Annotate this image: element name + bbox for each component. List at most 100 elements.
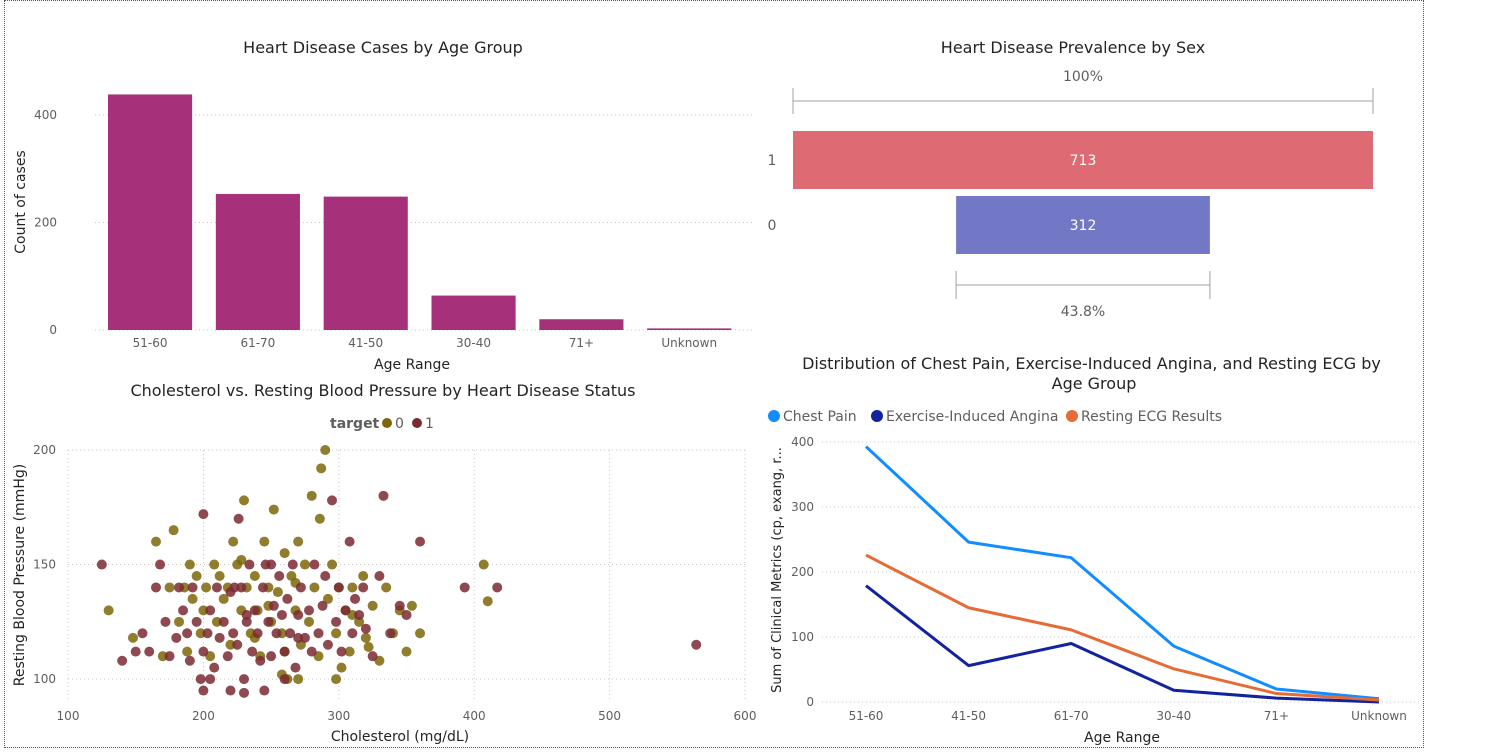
scatter-point-target-0	[228, 536, 239, 547]
scatter-point-target-1	[252, 628, 263, 639]
scatter-point-target-0	[314, 513, 325, 524]
chart4-title-line2: Age Group	[1052, 374, 1137, 393]
chart4-xtick: 30-40	[1156, 709, 1191, 723]
bar-chart-age-group[interactable]: Heart Disease Cases by Age Group Age Ran…	[13, 38, 755, 373]
scatter-point-target-1	[306, 646, 317, 657]
scatter-point-target-1	[202, 628, 213, 639]
scatter-point-target-1	[182, 628, 193, 639]
scatter-point-target-1	[218, 616, 229, 627]
scatter-point-target-1	[232, 639, 243, 650]
scatter-point-target-1	[354, 609, 365, 620]
scatter-point-target-0	[327, 559, 338, 570]
scatter-point-target-0	[401, 646, 412, 657]
line-legend-label: Chest Pain	[783, 409, 857, 425]
scatter-point-target-1	[279, 646, 290, 657]
report-canvas	[4, 0, 1424, 748]
funnel-category-label: 0	[768, 218, 777, 234]
scatter-legend-title: target	[330, 416, 380, 432]
scatter-point-target-0	[415, 628, 426, 639]
scatter-point-target-0	[331, 674, 342, 685]
scatter-point-target-1	[241, 616, 252, 627]
scatter-point-target-0	[168, 525, 179, 536]
scatter-chart-chol-bp[interactable]: Cholesterol vs. Resting Blood Pressure b…	[12, 381, 756, 745]
bar-71+	[539, 319, 624, 330]
chart4-ytick: 300	[791, 500, 814, 514]
scatter-point-target-1	[282, 593, 293, 604]
scatter-point-target-1	[137, 628, 148, 639]
scatter-point-target-1	[266, 559, 277, 570]
scatter-point-target-1	[344, 536, 355, 547]
scatter-point-target-0	[187, 593, 198, 604]
scatter-point-target-0	[239, 495, 250, 506]
chart3-xtick: 600	[734, 709, 757, 723]
scatter-point-target-1	[244, 559, 255, 570]
chart4-ytick: 100	[791, 630, 814, 644]
chart4-xlabel: Age Range	[1084, 730, 1160, 746]
line-chart-clinical[interactable]: Distribution of Chest Pain, Exercise-Ind…	[768, 354, 1420, 746]
scatter-point-target-0	[482, 596, 493, 607]
scatter-point-target-1	[233, 513, 244, 524]
scatter-point-target-1	[293, 609, 304, 620]
scatter-point-target-1	[151, 582, 162, 593]
scatter-point-target-0	[249, 571, 260, 581]
scatter-point-target-1	[255, 655, 266, 666]
scatter-point-target-1	[268, 600, 279, 611]
funnel-chart-sex[interactable]: Heart Disease Prevalence by Sex 100% 43.…	[768, 38, 1374, 320]
line-legend-marker	[1066, 410, 1078, 422]
funnel-bottom-label: 43.8%	[1061, 304, 1105, 320]
scatter-point-target-1	[309, 559, 320, 570]
funnel-value-label: 713	[1070, 153, 1097, 169]
chart4-ytick: 200	[791, 565, 814, 579]
scatter-point-target-1	[347, 628, 358, 639]
scatter-point-target-1	[239, 674, 250, 685]
scatter-point-target-1	[492, 582, 503, 593]
scatter-point-target-1	[350, 593, 361, 604]
scatter-point-target-1	[164, 651, 175, 662]
scatter-point-target-1	[271, 628, 282, 639]
chart2-title: Heart Disease Prevalence by Sex	[941, 38, 1205, 57]
scatter-point-target-0	[367, 600, 378, 611]
scatter-point-target-1	[96, 559, 107, 570]
scatter-point-target-1	[205, 605, 216, 616]
scatter-point-target-1	[378, 490, 389, 501]
scatter-point-target-1	[117, 655, 128, 666]
chart1-xtick: 71+	[569, 336, 594, 350]
funnel-bar-0	[956, 196, 1210, 254]
scatter-point-target-1	[691, 639, 702, 650]
chart3-ytick: 100	[33, 672, 56, 686]
scatter-point-target-1	[241, 609, 252, 620]
scatter-point-target-1	[263, 616, 274, 627]
scatter-point-target-0	[360, 632, 371, 643]
scatter-point-target-1	[290, 662, 301, 673]
scatter-point-target-0	[478, 559, 489, 570]
scatter-point-target-0	[151, 536, 162, 547]
scatter-point-target-1	[313, 628, 324, 639]
chart4-xtick: Unknown	[1351, 709, 1407, 723]
bar-51-60	[108, 94, 193, 330]
scatter-point-target-1	[385, 628, 396, 639]
scatter-point-target-1	[195, 674, 206, 685]
scatter-point-target-1	[198, 509, 209, 520]
scatter-point-target-0	[363, 642, 374, 653]
scatter-point-target-0	[191, 571, 202, 581]
chart4-ylabel: Sum of Clinical Metrics (cp, exang, r...	[770, 447, 785, 693]
chart4-xtick: 51-60	[849, 709, 884, 723]
scatter-point-target-1	[130, 646, 141, 657]
chart3-xtick: 200	[192, 709, 215, 723]
funnel-top-label: 100%	[1063, 69, 1103, 85]
scatter-point-target-1	[279, 674, 290, 685]
scatter-point-target-1	[205, 674, 216, 685]
chart1-xtick: 41-50	[348, 336, 383, 350]
scatter-point-target-0	[304, 616, 315, 627]
scatter-point-target-0	[381, 582, 392, 593]
scatter-legend-label: 1	[425, 416, 434, 432]
chart1-xtick: 30-40	[456, 336, 491, 350]
scatter-point-target-1	[209, 662, 220, 673]
chart4-title: Distribution of Chest Pain, Exercise-Ind…	[802, 354, 1386, 393]
scatter-point-target-1	[287, 559, 298, 570]
scatter-point-target-0	[358, 571, 369, 581]
chart3-xtick: 500	[598, 709, 621, 723]
scatter-point-target-1	[358, 582, 369, 593]
line-legend-label: Exercise-Induced Angina	[886, 409, 1058, 425]
chart4-xtick: 71+	[1264, 709, 1289, 723]
